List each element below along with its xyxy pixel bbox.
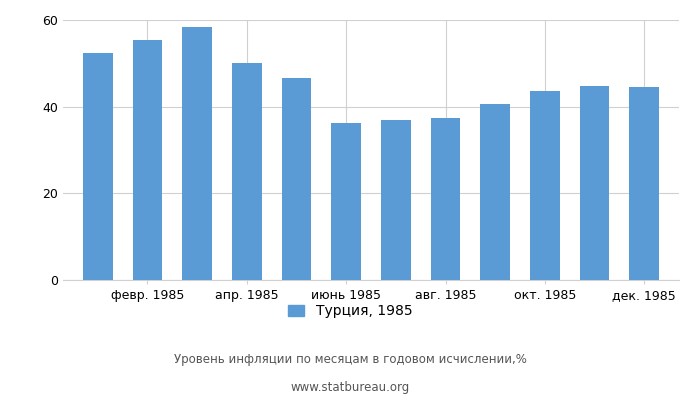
Bar	[331, 123, 361, 280]
Bar	[83, 53, 113, 280]
Bar	[182, 27, 212, 280]
Legend: Турция, 1985: Турция, 1985	[282, 299, 418, 324]
Bar	[232, 63, 262, 280]
Bar	[381, 120, 411, 280]
Bar	[530, 91, 560, 280]
Text: Уровень инфляции по месяцам в годовом исчислении,%: Уровень инфляции по месяцам в годовом ис…	[174, 354, 526, 366]
Bar	[281, 78, 312, 280]
Bar	[430, 118, 461, 280]
Bar	[132, 40, 162, 280]
Text: www.statbureau.org: www.statbureau.org	[290, 382, 410, 394]
Bar	[629, 87, 659, 280]
Bar	[580, 86, 610, 280]
Bar	[480, 104, 510, 280]
